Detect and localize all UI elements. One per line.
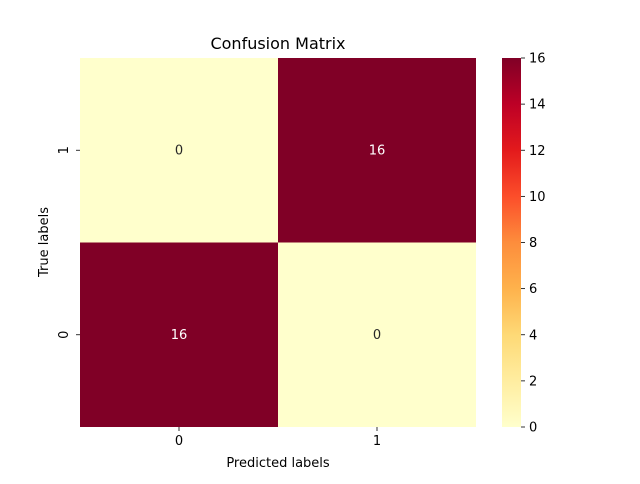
cell-value-true-0-pred-0: 16 <box>171 328 188 343</box>
heatmap-cell-true-1-pred-0 <box>80 58 278 243</box>
colorbar-tick-label-6: 6 <box>529 282 537 297</box>
y-axis-label: True labels <box>37 207 52 278</box>
colorbar-tick-label-10: 10 <box>529 190 546 205</box>
cell-annotations: 0 16 16 0 <box>171 143 386 343</box>
cell-value-true-1-pred-1: 16 <box>369 143 386 158</box>
colorbar: 0 2 4 6 8 10 12 14 16 <box>502 52 546 436</box>
colorbar-tick-label-12: 12 <box>529 144 546 159</box>
heatmap-cells <box>80 58 476 427</box>
x-tick-label-1: 1 <box>373 434 381 449</box>
chart-title: Confusion Matrix <box>210 34 345 53</box>
y-tick-label-1: 1 <box>57 146 72 154</box>
colorbar-tick-label-2: 2 <box>529 374 537 389</box>
colorbar-tick-label-0: 0 <box>529 421 537 436</box>
colorbar-gradient <box>502 58 521 427</box>
y-tick-label-0: 0 <box>57 331 72 339</box>
cell-value-true-0-pred-1: 0 <box>373 328 381 343</box>
x-tick-label-0: 0 <box>175 434 183 449</box>
cell-value-true-1-pred-0: 0 <box>175 143 183 158</box>
heatmap-cell-true-1-pred-1 <box>278 58 476 243</box>
colorbar-tick-label-14: 14 <box>529 98 546 113</box>
colorbar-tick-label-8: 8 <box>529 236 537 251</box>
x-axis-label: Predicted labels <box>226 456 330 471</box>
heatmap-cell-true-0-pred-1 <box>278 242 476 427</box>
heatmap-cell-true-0-pred-0 <box>80 242 278 427</box>
colorbar-tick-label-16: 16 <box>529 52 546 67</box>
colorbar-tick-label-4: 4 <box>529 328 537 343</box>
y-axis: 10 <box>57 146 80 339</box>
